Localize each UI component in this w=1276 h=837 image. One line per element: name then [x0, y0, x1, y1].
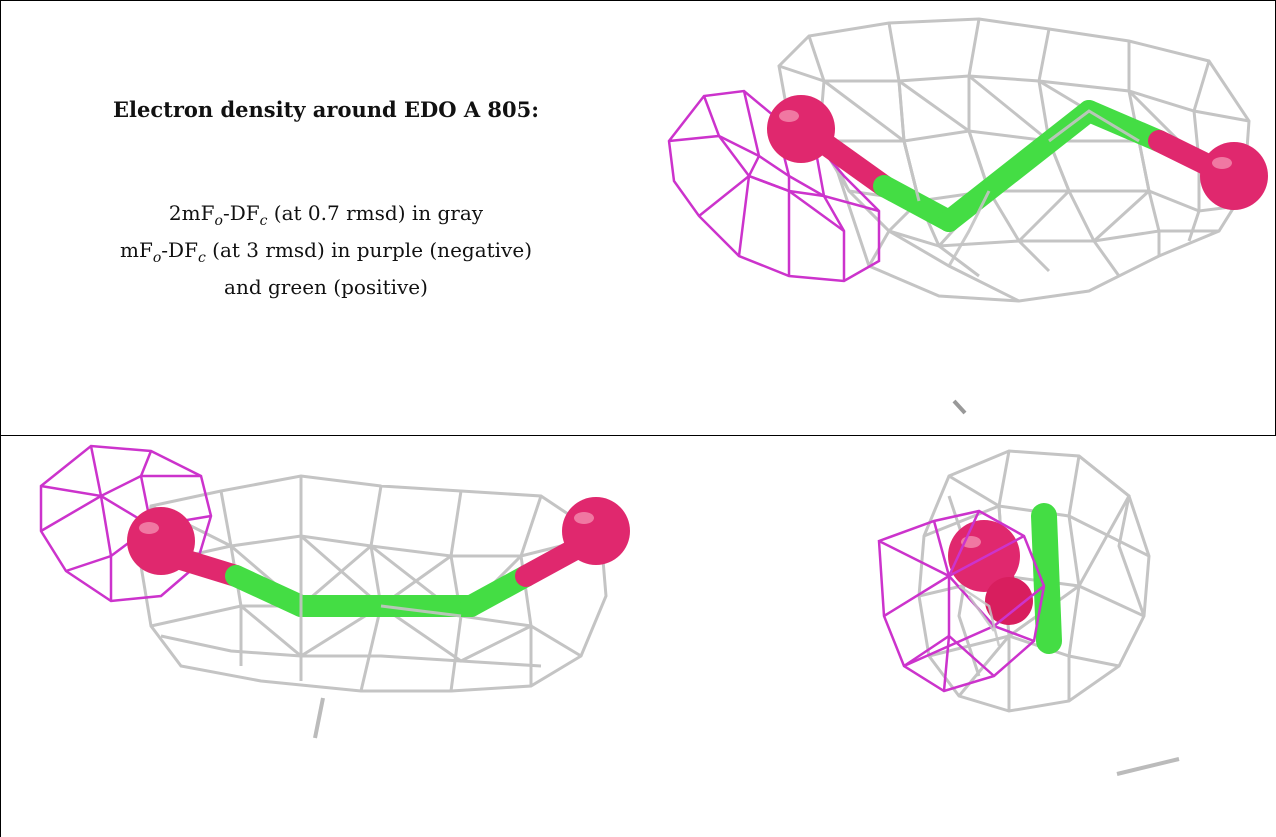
edo-ligand-view2 — [127, 497, 630, 617]
edo-ligand-view1 — [767, 95, 1268, 232]
caption-cell: Electron density around EDO A 805: 2mFo-… — [0, 0, 650, 436]
density-view-bottom-left — [0, 435, 650, 837]
figure-legend: 2mFo-DFc (at 0.7 rmsd) in gray mFo-DFc (… — [1, 199, 649, 302]
oxygen-atom — [767, 95, 835, 163]
oxygen-atom — [562, 497, 630, 565]
oxygen-atom — [1200, 142, 1268, 210]
purple-negative-mesh — [877, 509, 1046, 693]
density-view-top-right — [649, 0, 1276, 436]
gray-density-mesh — [139, 474, 608, 693]
stray-bond — [1116, 757, 1180, 776]
density-render-1 — [667, 17, 1268, 415]
oxygen-atom — [985, 577, 1033, 625]
stray-bond — [313, 697, 325, 739]
legend-line-2mfo-dfc: 2mFo-DFc (at 0.7 rmsd) in gray — [168, 201, 484, 229]
figure-title: Electron density around EDO A 805: — [112, 97, 540, 122]
density-render-3 — [877, 449, 1180, 776]
density-render-2 — [39, 444, 630, 739]
stray-bond — [952, 399, 967, 415]
oxygen-atom — [127, 507, 195, 575]
density-view-bottom-right — [649, 435, 1276, 837]
legend-line-positive: and green (positive) — [224, 275, 428, 299]
legend-line-mfo-dfc: mFo-DFc (at 3 rmsd) in purple (negative) — [120, 238, 532, 266]
